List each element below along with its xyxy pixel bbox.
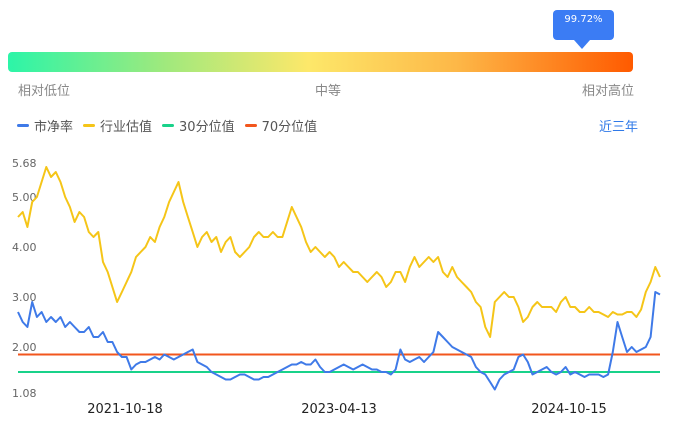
y-tick-label: 1.08	[12, 387, 37, 400]
legend-item-p30[interactable]: 30分位值	[162, 116, 235, 135]
legend-label-p70: 70分位值	[261, 120, 318, 135]
pb-series-line	[17, 291, 661, 391]
y-tick-label: 4.00	[12, 241, 37, 254]
range-three-years-link[interactable]: 近三年	[599, 120, 639, 135]
x-tick-label: 2023-04-13	[301, 402, 377, 417]
y-tick-label: 5.00	[12, 191, 37, 204]
percentile-tooltip: 99.72%	[553, 10, 614, 49]
gauge-low-label: 相对低位	[18, 84, 71, 99]
y-tick-label: 2.00	[12, 341, 37, 354]
y-tick-label: 5.68	[12, 157, 37, 170]
legend-swatch-p30	[162, 124, 175, 127]
legend-item-p70[interactable]: 70分位值	[244, 116, 318, 135]
legend-item-industry[interactable]: 行业估值	[83, 116, 152, 135]
gauge-mid-label: 中等	[315, 84, 342, 99]
chart-legend: 市净率 行业估值 30分位值 70分位值	[17, 116, 317, 135]
legend-label-p30: 30分位值	[179, 120, 235, 135]
legend-swatch-pb	[17, 124, 29, 127]
y-tick-label: 3.00	[12, 291, 37, 304]
legend-label-pb: 市净率	[34, 120, 74, 135]
percentile-gauge-bar	[8, 52, 633, 72]
industry-series-line	[17, 166, 661, 338]
legend-label-industry: 行业估值	[100, 120, 153, 135]
x-tick-label: 2021-10-18	[87, 402, 163, 417]
gauge-high-label: 相对高位	[582, 84, 635, 99]
legend-swatch-industry	[83, 124, 96, 127]
legend-swatch-p70	[244, 124, 257, 127]
x-tick-label: 2024-10-15	[531, 402, 607, 417]
legend-item-pb[interactable]: 市净率	[17, 116, 73, 135]
